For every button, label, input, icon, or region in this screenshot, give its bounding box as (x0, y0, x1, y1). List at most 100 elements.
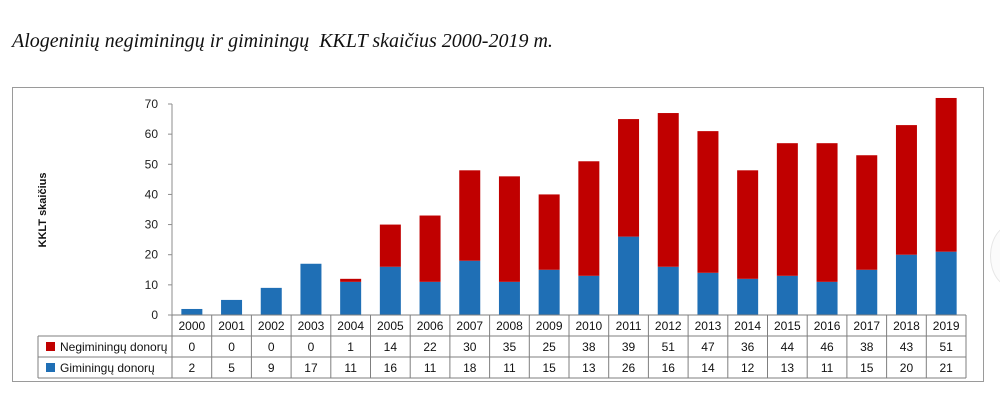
table-value: 9 (268, 361, 275, 375)
table-value: 51 (662, 340, 676, 354)
x-tick-label: 2017 (853, 319, 880, 333)
table-value: 38 (582, 340, 596, 354)
bar-negiminingu-2011 (618, 119, 640, 237)
bar-giminingu-2001 (221, 299, 243, 315)
bar-giminingu-2002 (260, 287, 282, 315)
table-value: 1 (347, 340, 354, 354)
table-value: 15 (542, 361, 556, 375)
bar-negiminingu-2005 (379, 224, 401, 267)
x-tick-label: 2015 (774, 319, 801, 333)
bar-giminingu-2015 (776, 275, 798, 315)
table-value: 14 (384, 340, 398, 354)
bar-giminingu-2000 (181, 308, 203, 315)
bar-negiminingu-2017 (856, 155, 878, 270)
table-value: 13 (582, 361, 596, 375)
legend-label: Giminingų donorų (60, 361, 155, 375)
bar-giminingu-2006 (419, 281, 441, 315)
bar-negiminingu-2009 (538, 194, 560, 270)
table-value: 20 (900, 361, 914, 375)
table-value: 38 (860, 340, 874, 354)
x-tick-label: 2019 (933, 319, 960, 333)
table-value: 5 (228, 361, 235, 375)
table-value: 0 (308, 340, 315, 354)
table-value: 22 (423, 340, 437, 354)
bar-giminingu-2014 (737, 278, 759, 315)
bar-negiminingu-2008 (498, 176, 520, 282)
x-tick-label: 2010 (575, 319, 602, 333)
table-value: 46 (820, 340, 834, 354)
y-tick-label: 20 (145, 248, 159, 262)
bar-giminingu-2012 (657, 266, 679, 315)
table-value: 13 (781, 361, 795, 375)
y-tick-label: 30 (145, 218, 159, 232)
y-tick-label: 50 (145, 157, 159, 171)
table-value: 11 (503, 361, 516, 375)
table-value: 18 (463, 361, 477, 375)
x-tick-label: 2001 (218, 319, 245, 333)
table-value: 0 (268, 340, 275, 354)
bar-negiminingu-2007 (459, 170, 481, 261)
bar-giminingu-2018 (895, 254, 917, 315)
table-value: 17 (304, 361, 318, 375)
x-tick-label: 2012 (655, 319, 682, 333)
bar-negiminingu-2016 (816, 143, 838, 282)
table-value: 39 (622, 340, 636, 354)
x-tick-label: 2014 (734, 319, 761, 333)
bar-giminingu-2017 (856, 269, 878, 315)
legend-swatch (46, 363, 55, 372)
y-tick-label: 10 (145, 278, 159, 292)
table-value: 11 (424, 361, 437, 375)
x-tick-label: 2006 (417, 319, 444, 333)
bar-negiminingu-2013 (697, 131, 719, 273)
bar-negiminingu-2012 (657, 113, 679, 267)
table-value: 47 (701, 340, 715, 354)
x-tick-label: 2005 (377, 319, 404, 333)
table-value: 0 (189, 340, 196, 354)
bar-giminingu-2007 (459, 260, 481, 315)
table-value: 44 (781, 340, 795, 354)
table-value: 21 (939, 361, 953, 375)
chart-title: Alogeninių negiminingų ir giminingų KKLT… (12, 30, 553, 52)
bar-negiminingu-2018 (895, 125, 917, 255)
bar-giminingu-2010 (578, 275, 600, 315)
table-value: 14 (701, 361, 715, 375)
table-value: 51 (939, 340, 953, 354)
bar-giminingu-2009 (538, 269, 560, 315)
bar-giminingu-2004 (340, 281, 362, 315)
x-tick-label: 2011 (616, 319, 642, 333)
x-tick-label: 2013 (695, 319, 722, 333)
table-value: 16 (384, 361, 398, 375)
bar-negiminingu-2010 (578, 161, 600, 276)
table-value: 35 (503, 340, 517, 354)
table-value: 15 (860, 361, 874, 375)
legend-label: Negiminingų donorų (60, 340, 168, 354)
x-tick-label: 2004 (337, 319, 364, 333)
y-tick-label: 0 (151, 308, 158, 322)
bar-giminingu-2019 (935, 251, 957, 315)
bar-giminingu-2011 (618, 236, 640, 315)
table-value: 0 (228, 340, 235, 354)
table-value: 11 (821, 361, 834, 375)
table-value: 16 (662, 361, 676, 375)
table-value: 11 (344, 361, 357, 375)
y-tick-label: 40 (145, 187, 159, 201)
table-value: 2 (189, 361, 196, 375)
bar-negiminingu-2006 (419, 215, 441, 282)
bar-giminingu-2005 (379, 266, 401, 315)
table-value: 36 (741, 340, 755, 354)
bar-giminingu-2003 (300, 263, 322, 315)
bar-giminingu-2016 (816, 281, 838, 315)
x-tick-label: 2008 (496, 319, 523, 333)
y-tick-label: 60 (145, 127, 159, 141)
bar-negiminingu-2015 (776, 143, 798, 276)
y-axis-label: KKLT skaičius (37, 173, 49, 248)
chart-frame (12, 87, 984, 382)
table-value: 26 (622, 361, 636, 375)
x-tick-label: 2009 (536, 319, 563, 333)
x-tick-label: 2002 (258, 319, 285, 333)
table-value: 12 (741, 361, 755, 375)
bar-negiminingu-2004 (340, 278, 362, 282)
table-value: 30 (463, 340, 477, 354)
y-tick-label: 70 (145, 97, 159, 111)
